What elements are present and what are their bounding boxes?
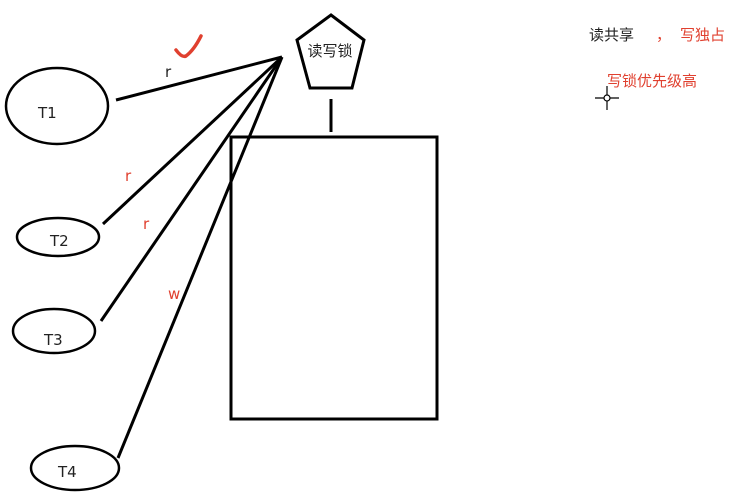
note-write-priority: 写锁优先级高 bbox=[607, 72, 697, 90]
access-label-t3: r bbox=[143, 215, 150, 233]
edge-t4-lock bbox=[116, 56, 284, 459]
thread-t1 bbox=[4, 66, 110, 146]
access-label-t2: r bbox=[125, 167, 132, 185]
lock-label: 读写锁 bbox=[307, 42, 352, 60]
thread-t2 bbox=[15, 216, 101, 258]
checkmark-icon bbox=[174, 34, 203, 59]
lock-pentagon bbox=[295, 13, 366, 90]
note-comma: ， bbox=[656, 26, 671, 44]
thread-t3 bbox=[11, 307, 97, 355]
thread-t3-label: T3 bbox=[43, 331, 63, 349]
thread-t4-label: T4 bbox=[57, 463, 77, 481]
crosshair-cursor-icon bbox=[595, 86, 619, 110]
thread-t2-label: T2 bbox=[49, 232, 69, 250]
note-write-exclusive: 写独占 bbox=[680, 26, 725, 44]
thread-t1-label: T1 bbox=[37, 104, 57, 122]
thread-t4 bbox=[29, 444, 121, 492]
edge-t2-lock bbox=[101, 55, 284, 226]
note-read-shared: 读共享 bbox=[589, 26, 634, 44]
edge-t1-lock bbox=[115, 55, 283, 102]
shared-resource bbox=[229, 135, 439, 421]
access-label-t1: r bbox=[165, 63, 172, 81]
edge-t3-lock bbox=[99, 56, 284, 322]
access-label-t4: w bbox=[168, 285, 180, 303]
